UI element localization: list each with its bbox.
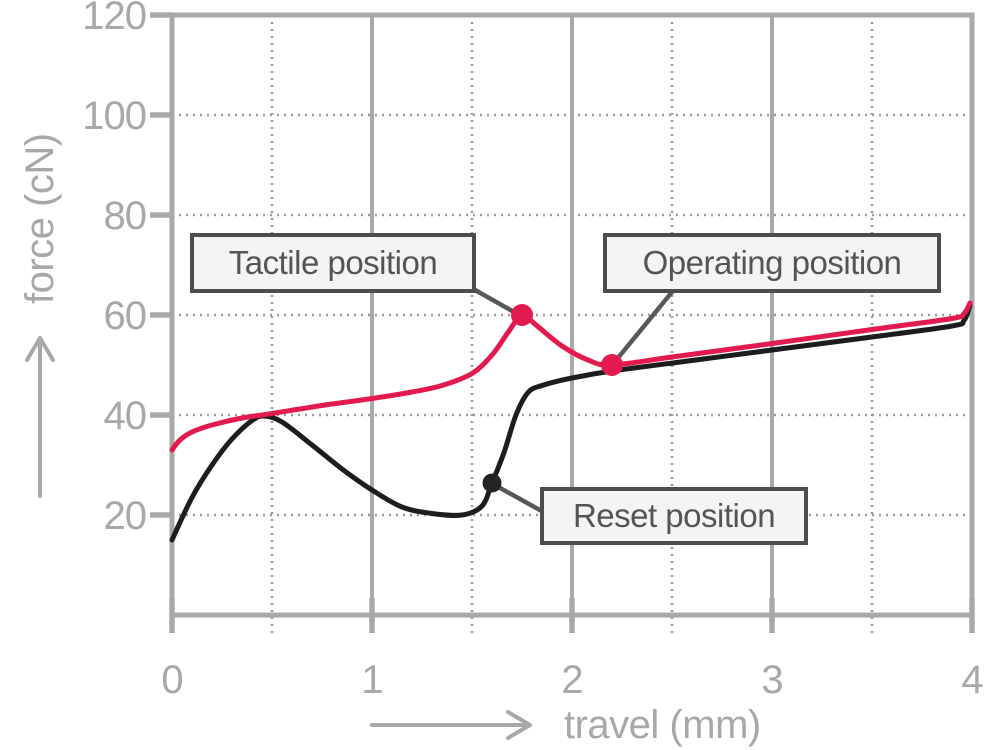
gridlines xyxy=(172,15,972,633)
markers xyxy=(482,304,623,493)
x-tick-label: 0 xyxy=(161,658,182,702)
curves xyxy=(169,300,973,543)
x-tick-label: 4 xyxy=(961,658,983,702)
x-axis-title: travel (mm) xyxy=(368,703,788,747)
annotation-tactile-position: Tactile position xyxy=(190,233,476,293)
y-tick-label: 20 xyxy=(104,494,147,538)
y-axis-title: force (cN) xyxy=(18,132,62,500)
operating-leader-line xyxy=(610,289,675,367)
y-axis-title-label: force (cN) xyxy=(17,133,62,304)
y-tick-label: 60 xyxy=(104,294,147,338)
y-tick-label: 80 xyxy=(104,194,147,238)
x-axis-title-label: travel (mm) xyxy=(564,702,761,747)
reset-position-marker xyxy=(482,473,502,493)
x-tick-label: 2 xyxy=(561,658,582,702)
annotation-reset-position: Reset position xyxy=(540,487,808,545)
y-axis-arrow-icon xyxy=(25,336,55,498)
y-tick-label: 120 xyxy=(82,0,146,38)
reset-leader-line xyxy=(490,481,550,517)
axis-ticks xyxy=(150,12,975,633)
operating-position-marker xyxy=(601,354,623,376)
x-axis-arrow-icon xyxy=(370,710,532,740)
press-stroke-curve xyxy=(169,300,973,453)
tick-labels: 120 100 80 60 40 20 0 1 2 3 4 xyxy=(82,0,984,702)
tactile-position-marker xyxy=(511,304,533,326)
x-tick-label: 3 xyxy=(761,658,782,702)
x-tick-label: 1 xyxy=(361,658,382,702)
y-tick-label: 100 xyxy=(82,94,146,138)
annotation-operating-position: Operating position xyxy=(603,233,941,293)
y-tick-label: 40 xyxy=(104,394,147,438)
